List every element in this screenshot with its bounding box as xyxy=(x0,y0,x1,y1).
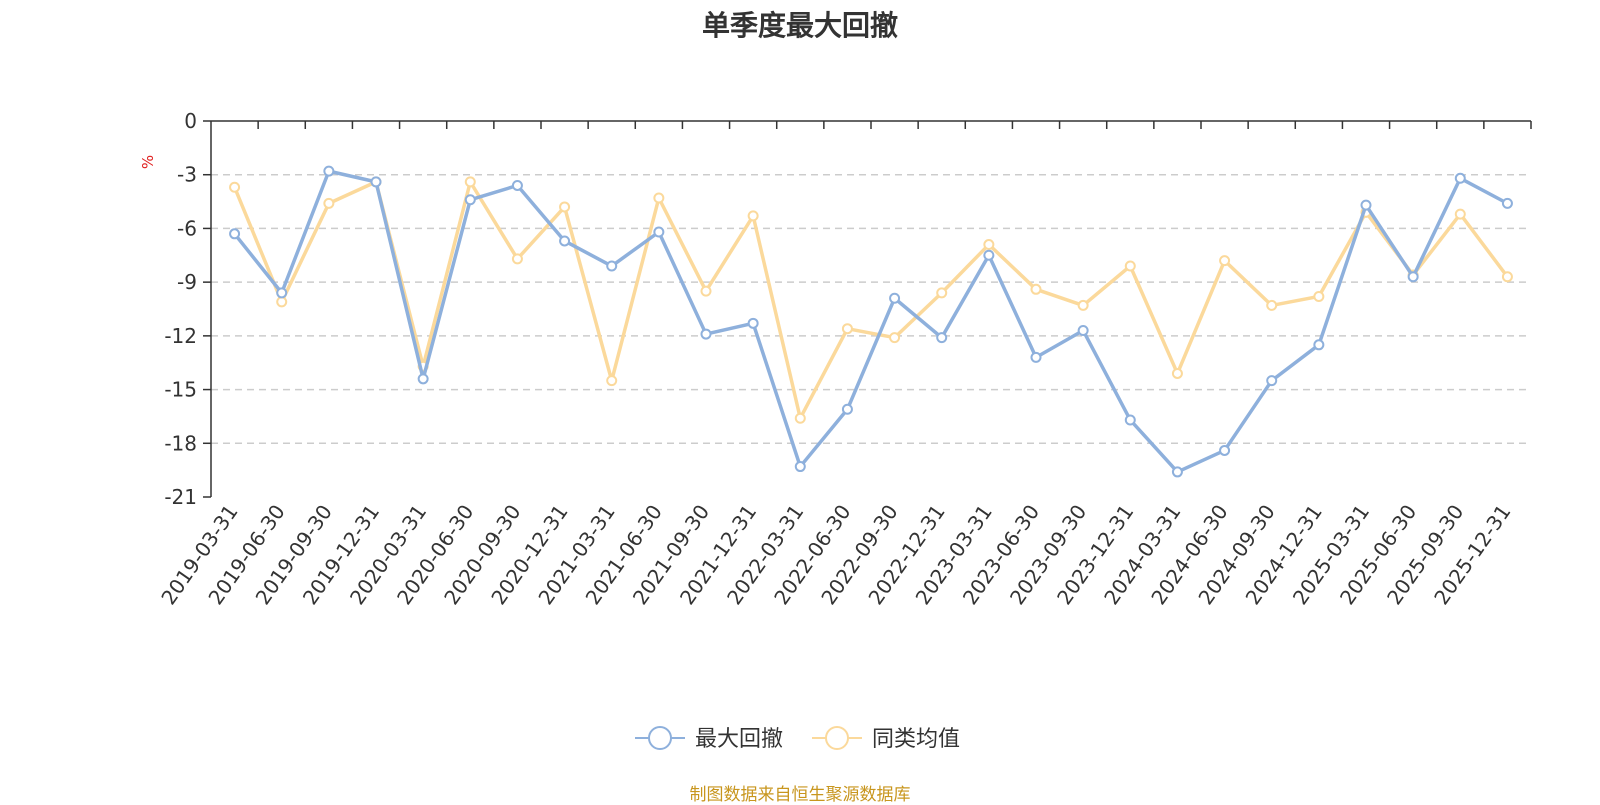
data-point[interactable] xyxy=(1407,271,1419,283)
data-point[interactable] xyxy=(417,373,429,385)
data-point[interactable] xyxy=(1219,444,1231,456)
data-point[interactable] xyxy=(511,253,523,265)
x-axis-ticks: 2019-03-312019-06-302019-09-302019-12-31… xyxy=(156,121,1532,609)
data-point[interactable] xyxy=(323,197,335,209)
series-line-1 xyxy=(233,169,1509,474)
data-point[interactable] xyxy=(1219,255,1231,267)
data-point[interactable] xyxy=(559,201,571,213)
data-point[interactable] xyxy=(841,323,853,335)
chart-title: 单季度最大回撤 xyxy=(701,9,898,42)
data-point[interactable] xyxy=(1313,339,1325,351)
legend-marker-icon xyxy=(648,726,672,750)
data-point[interactable] xyxy=(276,287,288,299)
data-point[interactable] xyxy=(841,403,853,415)
data-point[interactable] xyxy=(464,194,476,206)
data-point[interactable] xyxy=(1313,290,1325,302)
data-point[interactable] xyxy=(464,176,476,188)
data-point[interactable] xyxy=(559,235,571,247)
data-point[interactable] xyxy=(936,332,948,344)
data-point[interactable] xyxy=(323,165,335,177)
data-point[interactable] xyxy=(653,226,665,238)
legend-item-1[interactable]: 最大回撤 xyxy=(635,726,783,752)
data-point[interactable] xyxy=(370,176,382,188)
y-axis-unit-label: % xyxy=(139,155,157,169)
data-point[interactable] xyxy=(1030,283,1042,295)
data-point[interactable] xyxy=(606,375,618,387)
y-tick-label: -15 xyxy=(164,378,197,402)
data-point[interactable] xyxy=(229,181,241,193)
data-point[interactable] xyxy=(747,210,759,222)
data-point[interactable] xyxy=(936,287,948,299)
data-point[interactable] xyxy=(794,461,806,473)
y-axis-ticks: 0 -3 -6 -9 -12 -15 -18 -21 xyxy=(164,109,211,509)
data-point[interactable] xyxy=(1266,375,1278,387)
legend-label: 最大回撤 xyxy=(695,727,783,752)
data-point[interactable] xyxy=(606,260,618,272)
data-point[interactable] xyxy=(1501,271,1513,283)
data-point[interactable] xyxy=(794,412,806,424)
data-point[interactable] xyxy=(1124,414,1136,426)
data-point[interactable] xyxy=(653,192,665,204)
y-tick-label: 0 xyxy=(184,109,197,133)
data-point[interactable] xyxy=(1454,208,1466,220)
data-point[interactable] xyxy=(700,328,712,340)
y-tick-label: -6 xyxy=(177,216,197,240)
data-point[interactable] xyxy=(1171,367,1183,379)
data-point[interactable] xyxy=(1030,351,1042,363)
data-point[interactable] xyxy=(983,239,995,251)
legend-marker-icon xyxy=(825,726,849,750)
y-tick-label: -12 xyxy=(164,324,197,348)
y-tick-label: -21 xyxy=(164,485,197,509)
data-point[interactable] xyxy=(1454,172,1466,184)
data-point[interactable] xyxy=(700,285,712,297)
data-point[interactable] xyxy=(276,296,288,308)
y-tick-label: -9 xyxy=(177,270,197,294)
data-point[interactable] xyxy=(1360,199,1372,211)
source-note: 制图数据来自恒生聚源数据库 xyxy=(689,785,911,805)
data-point[interactable] xyxy=(747,317,759,329)
y-tick-label: -18 xyxy=(164,431,197,455)
data-point[interactable] xyxy=(983,249,995,261)
legend-item-2[interactable]: 同类均值 xyxy=(812,726,960,752)
series-line-2 xyxy=(232,180,1509,420)
data-point[interactable] xyxy=(889,292,901,304)
data-point[interactable] xyxy=(1266,299,1278,311)
legend[interactable]: 最大回撤 同类均值 xyxy=(635,726,960,752)
data-point[interactable] xyxy=(1077,299,1089,311)
legend-label: 同类均值 xyxy=(872,727,960,752)
data-point[interactable] xyxy=(1124,260,1136,272)
data-point[interactable] xyxy=(511,179,523,191)
data-point[interactable] xyxy=(1077,324,1089,336)
data-point[interactable] xyxy=(889,332,901,344)
data-point[interactable] xyxy=(229,228,241,240)
y-tick-label: -3 xyxy=(177,163,197,187)
data-point[interactable] xyxy=(1171,466,1183,478)
series-lines xyxy=(229,165,1513,478)
data-point[interactable] xyxy=(1501,197,1513,209)
